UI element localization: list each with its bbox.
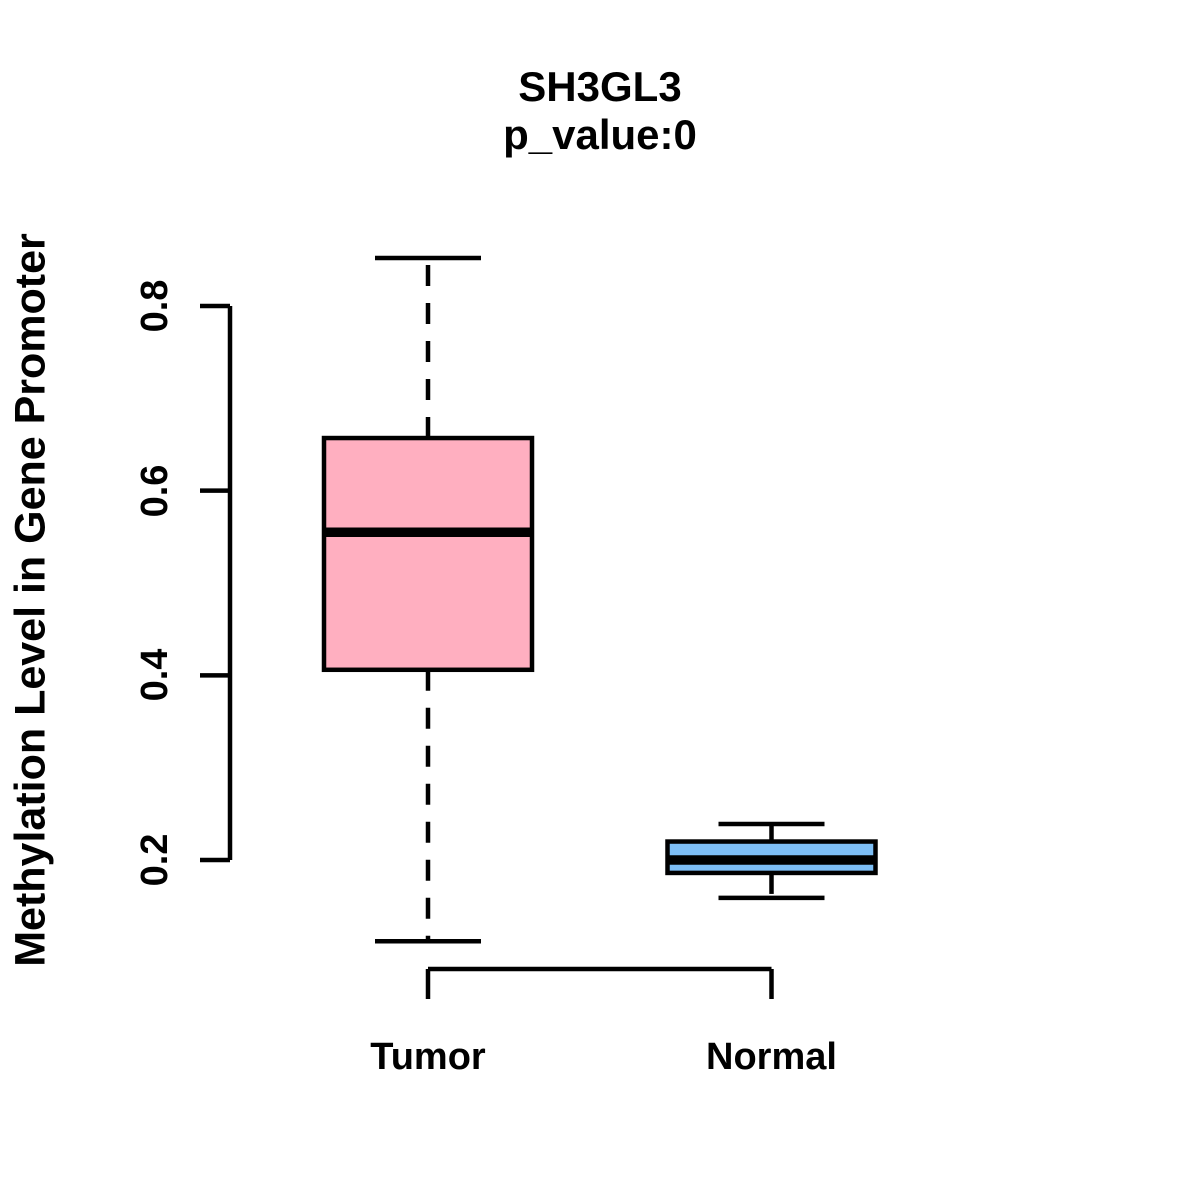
x-group-label-tumor: Tumor [370, 1036, 486, 1078]
y-tick-label: 0.6 [134, 464, 176, 518]
x-group-label-normal: Normal [706, 1036, 837, 1078]
chart-title: SH3GL3 [518, 63, 682, 110]
y-tick-label: 0.8 [134, 279, 176, 333]
y-axis-label: Methylation Level in Gene Promoter [6, 233, 55, 967]
chart-subtitle: p_value:0 [503, 111, 697, 158]
y-tick-label: 0.4 [134, 648, 176, 702]
tumor-box [321, 435, 535, 673]
y-tick-label: 0.2 [134, 833, 176, 887]
